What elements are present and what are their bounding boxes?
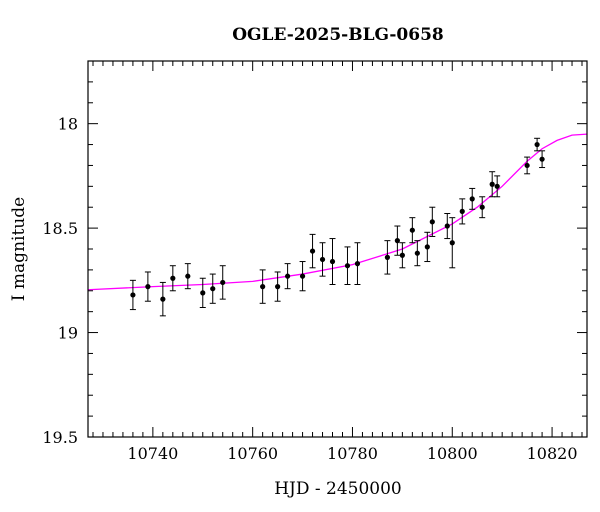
point-marker <box>130 292 136 298</box>
x-tick-labels: 10740 10760 10780 10800 10820 <box>127 444 577 463</box>
point-marker <box>344 263 351 269</box>
data-point <box>429 206 436 237</box>
model-curve <box>87 133 588 291</box>
plot-area <box>87 60 588 438</box>
point-marker <box>185 273 191 279</box>
x-axis-label: HJD - 2450000 <box>274 479 402 499</box>
point-marker <box>494 183 500 189</box>
point-marker <box>489 181 495 187</box>
point-marker <box>409 227 415 233</box>
data-point <box>469 187 476 210</box>
data-point <box>449 217 456 269</box>
x-tick-label: 10780 <box>327 444 378 463</box>
point-marker <box>534 141 540 148</box>
plot-frame <box>87 60 588 438</box>
data-point <box>129 279 136 311</box>
data-point <box>329 238 336 286</box>
model-layer <box>87 133 588 291</box>
data-point <box>409 217 416 244</box>
data-point <box>459 198 466 225</box>
y-axis-label: I magnitude <box>9 197 29 301</box>
point-marker <box>210 286 216 292</box>
point-marker <box>524 162 530 169</box>
data-point <box>299 261 306 292</box>
point-marker <box>539 156 545 162</box>
data-point <box>479 196 486 219</box>
data-point <box>534 137 541 152</box>
point-marker <box>220 279 226 286</box>
point-marker <box>394 238 400 244</box>
data-point <box>394 225 401 256</box>
point-marker <box>444 223 450 229</box>
point-marker <box>459 208 465 214</box>
data-point <box>424 231 431 263</box>
y-tick-label: 18 <box>58 115 78 134</box>
point-marker <box>479 204 485 210</box>
chart-title: OGLE-2025-BLG-0658 <box>232 25 444 45</box>
point-marker <box>160 296 166 302</box>
data-point <box>384 240 391 275</box>
point-marker <box>399 252 405 258</box>
point-marker <box>429 219 435 225</box>
point-marker <box>469 196 475 202</box>
data-point <box>524 156 531 175</box>
point-marker <box>275 284 281 290</box>
data-point <box>319 242 326 277</box>
point-marker <box>170 275 176 281</box>
point-marker <box>384 254 390 260</box>
point-marker <box>354 261 361 267</box>
data-point <box>144 271 151 302</box>
x-tick-label: 10820 <box>527 444 578 463</box>
point-marker <box>145 284 151 290</box>
point-marker <box>299 273 306 279</box>
point-marker <box>414 250 420 256</box>
data-point <box>309 233 316 269</box>
data-point <box>284 263 291 290</box>
point-marker <box>424 244 430 250</box>
data-point <box>354 242 361 286</box>
x-tick-label: 10740 <box>127 444 178 463</box>
point-marker <box>449 240 455 246</box>
y-tick-labels: 18 18.5 19 19.5 <box>42 115 78 447</box>
data-point <box>199 277 206 308</box>
data-point <box>539 150 546 169</box>
data-point <box>209 273 216 304</box>
data-point <box>169 265 176 292</box>
data-points <box>129 137 546 317</box>
y-tick-label: 19.5 <box>42 428 78 447</box>
x-tick-label: 10760 <box>227 444 278 463</box>
data-point <box>159 281 166 317</box>
data-point <box>494 175 501 198</box>
data-point <box>219 265 226 300</box>
data-point <box>184 263 191 290</box>
data-point <box>344 246 351 286</box>
point-marker <box>260 284 266 290</box>
data-point <box>399 242 406 269</box>
point-marker <box>319 256 326 263</box>
data-point <box>414 240 421 267</box>
axis-ticks <box>88 60 587 438</box>
point-marker <box>285 273 291 279</box>
y-tick-label: 19 <box>58 324 78 343</box>
data-point <box>274 271 281 302</box>
point-marker <box>200 290 206 296</box>
data-point <box>444 212 451 240</box>
point-marker <box>309 248 316 254</box>
point-marker <box>329 258 336 265</box>
data-point <box>259 269 266 304</box>
y-tick-label: 18.5 <box>42 219 78 238</box>
x-tick-label: 10800 <box>427 444 478 463</box>
